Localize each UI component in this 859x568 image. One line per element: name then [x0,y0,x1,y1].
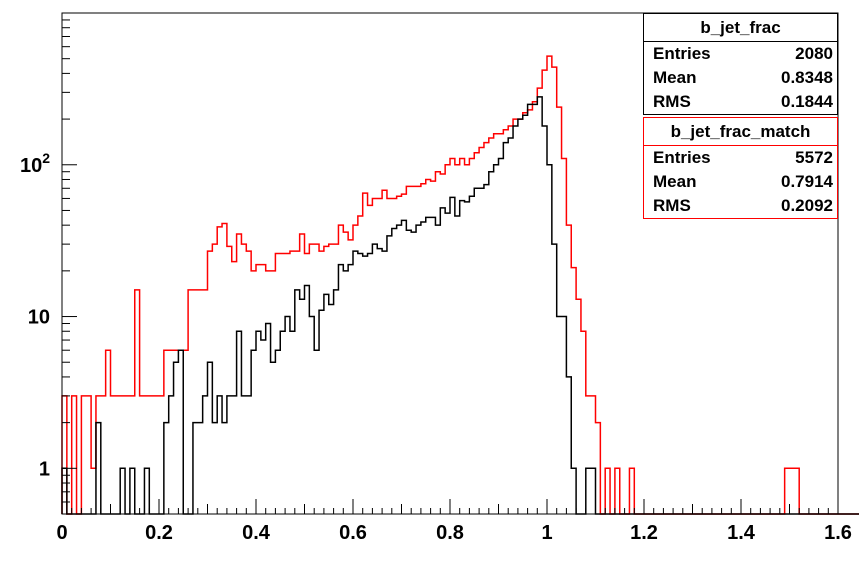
stats-mean-row: Mean 0.7914 [644,170,837,194]
stats-mean-row: Mean 0.8348 [644,66,837,90]
stats-box-title: b_jet_frac [644,14,837,42]
x-tick-label: 0.2 [145,522,173,544]
x-tick-label: 0.4 [242,522,271,544]
rms-value: 0.1844 [781,92,833,111]
entries-value: 2080 [795,44,833,63]
mean-label: Mean [653,172,697,191]
x-tick-label: 1.2 [630,522,658,544]
stats-box-b-jet-frac: b_jet_frac Entries 2080 Mean 0.8348 RMS … [643,13,838,115]
stats-rms-row: RMS 0.2092 [644,194,837,218]
y-tick-label: 10 [28,307,50,329]
stats-entries-row: Entries 5572 [644,146,837,170]
x-tick-label: 1.4 [727,522,756,544]
x-tick-label: 0.8 [436,522,464,544]
x-tick-label: 1 [541,522,552,544]
x-tick-label: 1.6 [824,522,852,544]
mean-value: 0.7914 [781,172,833,191]
rms-label: RMS [653,92,691,111]
entries-value: 5572 [795,148,833,167]
stats-rms-row: RMS 0.1844 [644,90,837,114]
y-tick-label: 1 [39,458,50,480]
stats-box-title: b_jet_frac_match [644,118,837,146]
x-tick-label: 0 [56,522,67,544]
entries-label: Entries [653,44,711,63]
rms-label: RMS [653,196,691,215]
y-tick-label: 102 [20,150,50,177]
mean-value: 0.8348 [781,68,833,87]
rms-value: 0.2092 [781,196,833,215]
stats-box-b-jet-frac-match: b_jet_frac_match Entries 5572 Mean 0.791… [643,117,838,219]
mean-label: Mean [653,68,697,87]
axes-layer: 0 0.2 0.4 0.6 0.8 1 1.2 1.4 1.6 1 10 102 [20,12,852,544]
stats-entries-row: Entries 2080 [644,42,837,66]
entries-label: Entries [653,148,711,167]
x-tick-label: 0.6 [339,522,367,544]
